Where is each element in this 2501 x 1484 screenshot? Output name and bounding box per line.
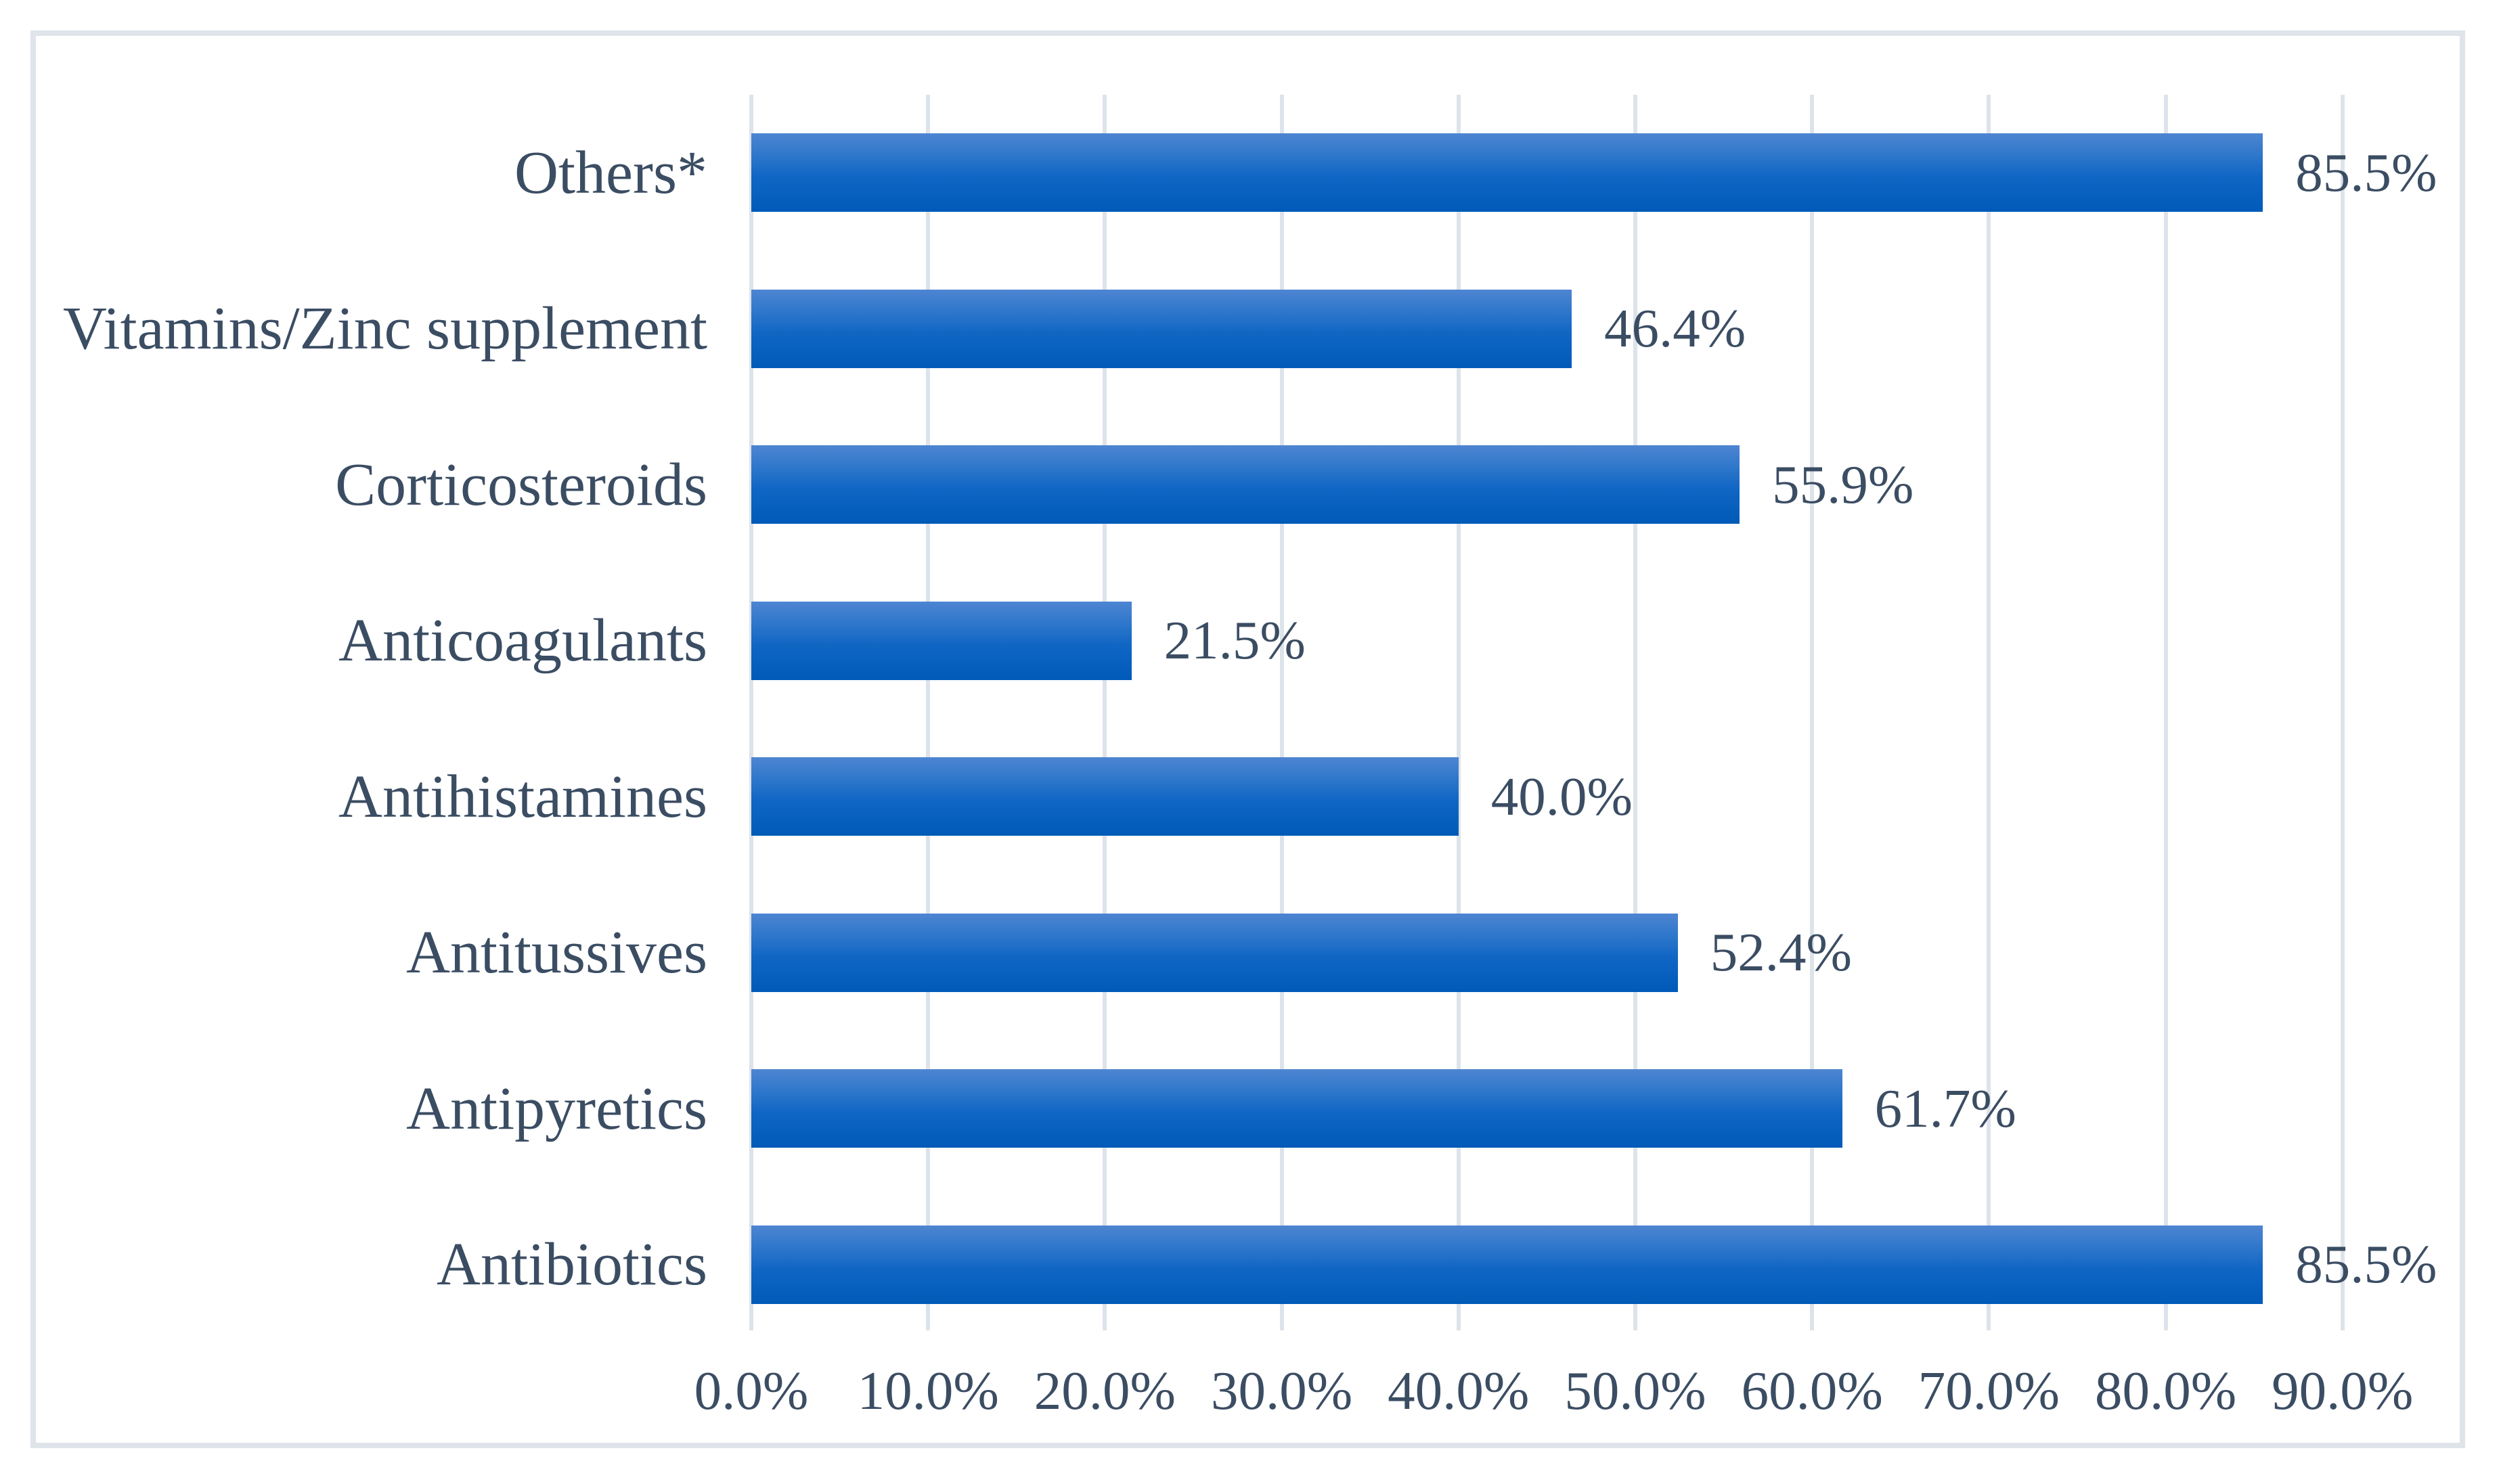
- data-label-antitussives: 52.4%: [1710, 922, 1852, 983]
- x-tick-label-80pct: 80.0%: [2094, 1359, 2237, 1421]
- x-tick-label-30pct: 30.0%: [1210, 1359, 1353, 1421]
- bar-antipyretics: [751, 1069, 1842, 1148]
- bar-antihistamines: [751, 757, 1459, 836]
- category-label-vitamins-zinc-supplement: Vitamins/Zinc supplement: [63, 295, 707, 363]
- gridline-20pct: [1103, 95, 1107, 1330]
- data-label-antihistamines: 40.0%: [1490, 765, 1633, 827]
- gridline-40pct: [1456, 95, 1461, 1330]
- data-label-anticoagulants: 21.5%: [1164, 610, 1306, 671]
- category-label-antipyretics: Antipyretics: [406, 1075, 707, 1142]
- gridline-90pct: [2340, 95, 2345, 1330]
- x-tick-label-50pct: 50.0%: [1564, 1359, 1706, 1421]
- category-label-anticoagulants: Anticoagulants: [338, 607, 707, 675]
- category-label-corticosteroids: Corticosteroids: [335, 451, 707, 518]
- category-label-antitussives: Antitussives: [405, 919, 707, 987]
- bar-corticosteroids: [751, 445, 1740, 524]
- category-label-others: Others*: [514, 139, 707, 206]
- x-tick-label-20pct: 20.0%: [1034, 1359, 1176, 1421]
- data-label-vitamins-zinc-supplement: 46.4%: [1603, 298, 1746, 359]
- gridline-80pct: [2163, 95, 2168, 1330]
- bar-antibiotics: [751, 1225, 2263, 1304]
- x-tick-label-0pct: 0.0%: [694, 1359, 809, 1421]
- gridline-70pct: [1987, 95, 1991, 1330]
- x-tick-label-90pct: 90.0%: [2272, 1359, 2414, 1421]
- data-label-others: 85.5%: [2295, 141, 2437, 203]
- x-tick-label-60pct: 60.0%: [1741, 1359, 1883, 1421]
- category-label-antihistamines: Antihistamines: [338, 763, 707, 830]
- gridline-50pct: [1633, 95, 1637, 1330]
- x-tick-label-40pct: 40.0%: [1388, 1359, 1530, 1421]
- gridline-60pct: [1810, 95, 1815, 1330]
- gridline-30pct: [1279, 95, 1284, 1330]
- chart-border-frame: [30, 30, 2465, 1448]
- x-tick-label-70pct: 70.0%: [1918, 1359, 2060, 1421]
- bar-anticoagulants: [751, 601, 1132, 680]
- bar-others: [751, 133, 2263, 212]
- gridline-10pct: [926, 95, 931, 1330]
- bar-antitussives: [751, 913, 1678, 992]
- data-label-corticosteroids: 55.9%: [1772, 453, 1914, 515]
- x-tick-label-10pct: 10.0%: [857, 1359, 999, 1421]
- category-label-antibiotics: Antibiotics: [437, 1231, 707, 1299]
- data-label-antibiotics: 85.5%: [2295, 1234, 2437, 1295]
- bar-vitamins-zinc-supplement: [751, 289, 1572, 368]
- gridline-0pct: [749, 95, 753, 1330]
- data-label-antipyretics: 61.7%: [1874, 1077, 2016, 1139]
